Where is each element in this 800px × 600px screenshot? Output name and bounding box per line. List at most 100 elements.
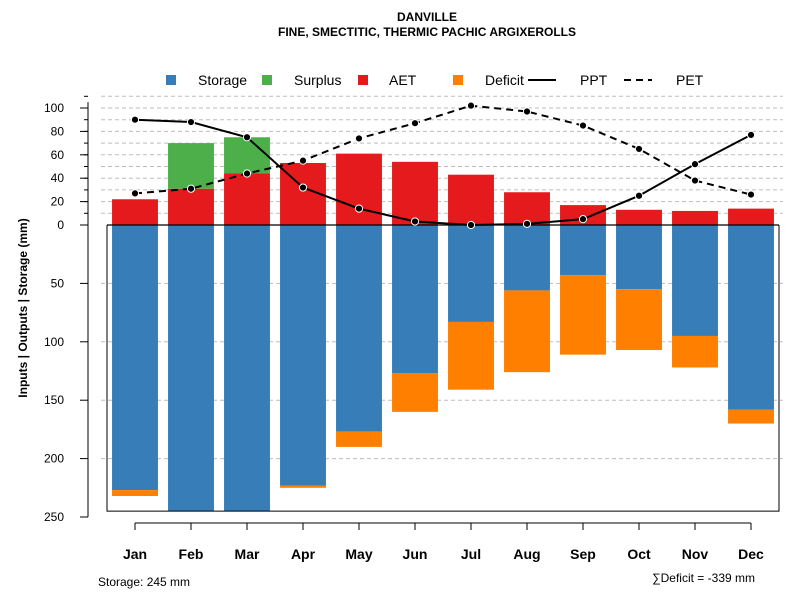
y-tick-label: 250 bbox=[44, 510, 64, 524]
x-tick-label: Feb bbox=[179, 546, 204, 562]
ppt-point bbox=[186, 117, 196, 127]
storage-bar bbox=[280, 225, 326, 486]
ppt-point bbox=[746, 130, 756, 140]
ppt-point bbox=[354, 204, 364, 213]
ppt-point bbox=[410, 217, 420, 226]
legend-swatch-aet bbox=[358, 75, 368, 85]
y-tick-label: 100 bbox=[44, 335, 64, 349]
y-tick-label: 40 bbox=[51, 171, 65, 185]
storage-bar bbox=[616, 225, 662, 290]
pet-point bbox=[746, 190, 756, 199]
ppt-point bbox=[242, 133, 252, 142]
pet-line bbox=[134, 104, 752, 196]
deficit-bar bbox=[616, 289, 662, 350]
x-tick-label: Mar bbox=[235, 546, 260, 562]
deficit-total: ∑Deficit = -339 mm bbox=[652, 571, 755, 585]
pet-point bbox=[186, 184, 196, 193]
legend-label-aet: AET bbox=[389, 72, 417, 88]
deficit-bar bbox=[728, 409, 774, 424]
surplus-bar bbox=[168, 143, 214, 189]
series-lines bbox=[130, 101, 756, 230]
deficit-bar bbox=[672, 335, 718, 368]
aet-bar bbox=[392, 161, 438, 225]
legend: Storage Surplus AET Deficit PPT PET bbox=[166, 72, 704, 88]
pet-point bbox=[690, 176, 700, 185]
storage-bar bbox=[224, 225, 270, 512]
deficit-bar bbox=[336, 431, 382, 447]
legend-swatch-surplus bbox=[262, 75, 272, 85]
ppt-point bbox=[130, 115, 140, 124]
x-tick-label: Jan bbox=[123, 546, 147, 562]
aet-bar bbox=[504, 192, 550, 225]
legend-label-storage: Storage bbox=[198, 72, 247, 88]
legend-label-pet: PET bbox=[676, 72, 704, 88]
ppt-point bbox=[298, 183, 308, 192]
storage-total: Storage: 245 mm bbox=[98, 575, 190, 589]
y-tick-label: 100 bbox=[44, 101, 64, 115]
deficit-bar bbox=[392, 373, 438, 412]
pet-point bbox=[578, 121, 588, 130]
x-tick-label: Dec bbox=[738, 546, 764, 562]
pet-point bbox=[634, 144, 644, 154]
aet-bar bbox=[616, 209, 662, 225]
deficit-bar bbox=[280, 485, 326, 488]
bars bbox=[112, 137, 774, 512]
deficit-bar bbox=[448, 321, 494, 390]
aet-bar bbox=[112, 199, 158, 225]
storage-bar bbox=[336, 225, 382, 432]
aet-bar bbox=[224, 173, 270, 225]
y-tick-label: 50 bbox=[51, 276, 65, 290]
storage-bar bbox=[560, 225, 606, 276]
ppt-point bbox=[578, 215, 588, 224]
x-tick-label: May bbox=[345, 546, 372, 562]
x-tick-label: Oct bbox=[627, 546, 651, 562]
ppt-point bbox=[690, 160, 700, 169]
y-tick-label: 20 bbox=[51, 195, 65, 209]
x-axis: Jan Feb Mar Apr May Jun Jul Aug Sep Oct Nov Dec bbox=[123, 522, 764, 562]
y-tick-label: 80 bbox=[51, 124, 65, 138]
storage-bar bbox=[504, 225, 550, 291]
storage-bar bbox=[448, 225, 494, 322]
aet-bar bbox=[336, 153, 382, 225]
ppt-line bbox=[134, 118, 752, 227]
deficit-bar bbox=[560, 275, 606, 355]
ppt-point bbox=[522, 219, 532, 228]
y-tick-label: 200 bbox=[44, 452, 64, 466]
x-tick-label: Sep bbox=[570, 546, 596, 562]
legend-label-surplus: Surplus bbox=[294, 72, 341, 88]
storage-capacity-box bbox=[106, 225, 780, 512]
gridlines bbox=[101, 95, 783, 460]
y-axis: 0 20 40 60 80 100 50 100 150 200 250 bbox=[44, 95, 89, 524]
pet-point bbox=[522, 107, 532, 116]
aet-bar bbox=[672, 210, 718, 225]
chart-title: DANVILLE bbox=[397, 10, 457, 24]
pet-point bbox=[242, 169, 252, 178]
deficit-bar bbox=[112, 490, 158, 496]
aet-bar bbox=[168, 188, 214, 225]
legend-swatch-deficit bbox=[453, 75, 463, 85]
pet-point bbox=[354, 134, 364, 143]
x-tick-label: Apr bbox=[291, 546, 316, 562]
y-tick-label: 0 bbox=[57, 218, 64, 232]
pet-point bbox=[130, 189, 140, 198]
pet-point bbox=[410, 119, 420, 128]
ppt-point bbox=[466, 220, 476, 230]
y-tick-label: 60 bbox=[51, 148, 65, 162]
surplus-bar bbox=[224, 137, 270, 174]
y-tick-label: 150 bbox=[44, 393, 64, 407]
plot-frame bbox=[106, 224, 780, 512]
storage-bar bbox=[168, 225, 214, 512]
x-tick-label: Jun bbox=[403, 546, 428, 562]
aet-bar bbox=[728, 208, 774, 225]
pet-point bbox=[466, 101, 476, 110]
storage-bar bbox=[392, 225, 438, 374]
y-axis-label: Inputs | Outputs | Storage (mm) bbox=[16, 218, 30, 397]
deficit-bar bbox=[504, 290, 550, 373]
pet-point bbox=[298, 156, 308, 165]
storage-bar bbox=[672, 225, 718, 336]
aet-bar bbox=[448, 174, 494, 225]
storage-bar bbox=[728, 225, 774, 410]
legend-label-deficit: Deficit bbox=[485, 72, 524, 88]
x-tick-label: Aug bbox=[513, 546, 540, 562]
